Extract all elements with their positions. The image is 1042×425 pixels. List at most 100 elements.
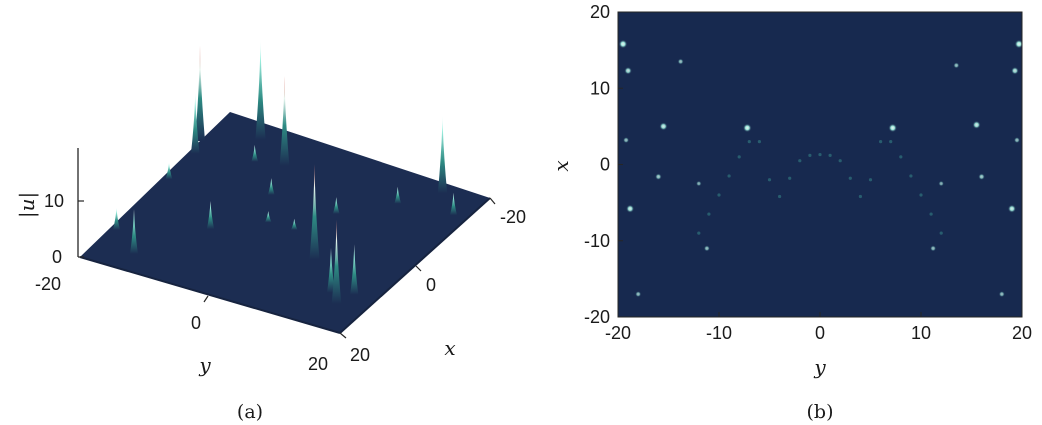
surface-peak (437, 114, 448, 193)
heatmap-hotspot (624, 66, 632, 75)
surface-peak (309, 164, 320, 260)
surface-front-edge (79, 256, 341, 334)
y-tick-label-neg20: -20 (35, 274, 61, 294)
heatmap-hotspot (938, 180, 944, 187)
heatmap-y-tick-label: 10 (590, 78, 610, 98)
surface-peak (255, 39, 266, 140)
heatmap-hotspot (953, 62, 960, 69)
heatmap-trace-point (909, 174, 913, 178)
y-axis-label: y (198, 353, 211, 377)
heatmap-hotspot (1007, 204, 1016, 213)
heatmap-hotspot (998, 291, 1005, 298)
heatmap-trace-point (868, 178, 873, 182)
heatmap-hotspot (1014, 39, 1022, 49)
surface-peak (279, 76, 290, 166)
y-tick-label-0: 0 (191, 313, 201, 333)
surface-peak (450, 192, 457, 216)
heatmap-y-tick-label: 0 (600, 155, 610, 175)
heatmap-hotspot (888, 123, 898, 133)
x-tick-label-neg20: -20 (500, 207, 526, 227)
heatmap-hotspot (626, 204, 635, 213)
heatmap-hotspot (659, 122, 668, 131)
heatmap-hotspot (978, 173, 985, 180)
x-tick-20 (339, 332, 347, 339)
heatmap-hotspot (1011, 66, 1019, 75)
heatmap-hotspot (696, 180, 702, 187)
y-tick-0 (203, 295, 209, 303)
heatmap-hotspot (930, 245, 937, 252)
z-tick-label-0: 0 (52, 247, 62, 267)
heatmap-hotspot (677, 58, 684, 65)
heatmap-trace-point (919, 193, 923, 197)
x-tick-0 (415, 265, 422, 272)
heatmap-y-tick-label: -10 (584, 231, 610, 251)
surface-right-edge (339, 197, 491, 334)
heatmap-trace-point (939, 231, 943, 235)
surface-peak (265, 211, 272, 223)
x-tick-label-20: 20 (350, 345, 370, 365)
caption-b: (b) (807, 401, 834, 423)
heatmap-background (618, 12, 1022, 317)
heatmap-trace-point (818, 152, 822, 157)
heatmap-trace-point (838, 159, 842, 163)
heatmap-marks (618, 39, 1022, 298)
surface-plane (80, 112, 490, 333)
surface-peak (350, 244, 359, 295)
surface-peak (332, 197, 340, 214)
heatmap-trace-point (788, 176, 792, 180)
heatmap-trace-point (697, 231, 701, 235)
heatmap-trace-point (757, 140, 762, 144)
heatmap-y-axis-label: x (549, 160, 573, 171)
heatmap-panel: -20 -10 0 10 20 -20 -10 0 10 20 y x (b) (549, 2, 1032, 423)
heatmap-hotspot (618, 39, 628, 49)
y-tick-label-20: 20 (308, 354, 328, 374)
heatmap-trace-point (889, 140, 893, 144)
heatmap-trace-point (707, 212, 711, 216)
surface-peak (394, 186, 402, 204)
heatmap-x-tick-label: 0 (815, 323, 825, 343)
surface-peak (267, 178, 275, 195)
heatmap-trace-point (828, 153, 832, 157)
heatmap-trace-point (798, 159, 802, 163)
x-tick-label-0: 0 (426, 275, 436, 295)
x-tick-neg20 (489, 197, 496, 205)
heatmap-trace-point (858, 194, 863, 199)
heatmap-x-tick-label: 10 (911, 323, 931, 343)
surface-peak (190, 92, 200, 154)
surface-peak (165, 162, 173, 180)
heatmap-hotspot (1013, 137, 1020, 144)
heatmap-trace-point (848, 176, 852, 180)
heatmap-trace-point (737, 155, 741, 159)
surface-plot-panel: 0 10 |u| -20 0 20 y -20 0 20 x (a) (15, 39, 526, 423)
surface-peak (331, 219, 342, 304)
heatmap-x-axis-label: y (813, 355, 826, 379)
z-tick-label-10: 10 (44, 191, 64, 211)
surface-peak (291, 218, 298, 230)
heatmap-trace-point (717, 193, 721, 197)
heatmap-x-tick-label: -20 (605, 323, 631, 343)
heatmap-hotspot (742, 123, 752, 133)
heatmap-hotspot (972, 120, 981, 129)
heatmap-trace-point (899, 155, 903, 159)
z-axis-label: |u| (15, 192, 40, 218)
heatmap-trace-point (879, 140, 883, 144)
heatmap-hotspot (703, 245, 710, 252)
surface-peaks (113, 39, 457, 304)
surface-peak (327, 247, 335, 293)
surface-peak (130, 209, 138, 254)
surface-peak (113, 207, 120, 230)
heatmap-x-tick-label: -10 (706, 323, 732, 343)
heatmap-trace-point (767, 178, 772, 182)
heatmap-y-tick-label: -20 (584, 307, 610, 327)
surface-peak (194, 45, 206, 141)
x-axis-label: x (444, 336, 455, 360)
heatmap-hotspot (655, 173, 662, 180)
heatmap-x-tick-label: 20 (1012, 323, 1032, 343)
caption-a: (a) (237, 401, 263, 423)
heatmap-trace-point (778, 194, 782, 199)
heatmap-hotspot (635, 291, 642, 298)
heatmap-trace-point (727, 174, 731, 178)
heatmap-trace-point (808, 153, 812, 157)
